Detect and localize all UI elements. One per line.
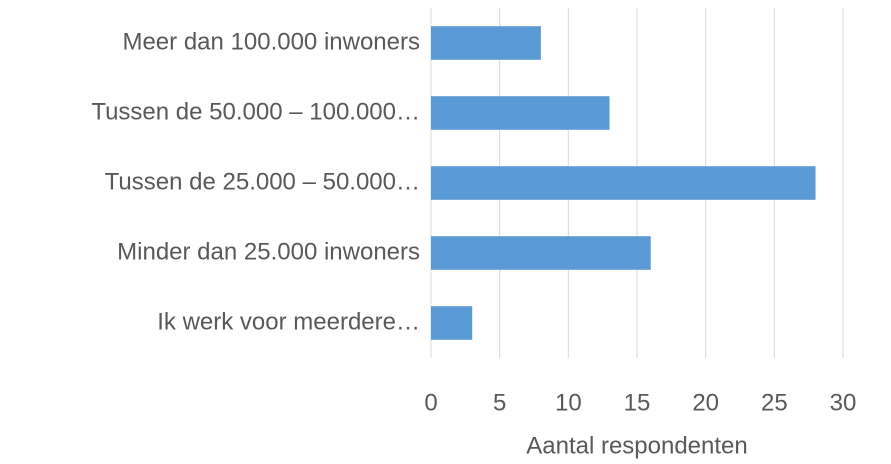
x-tick-label: 15 — [624, 389, 651, 416]
x-tick-label: 10 — [555, 389, 582, 416]
bar — [431, 96, 610, 130]
bar — [431, 236, 651, 270]
bar — [431, 306, 473, 340]
x-tick-label: 0 — [424, 389, 437, 416]
y-tick-label: Meer dan 100.000 inwoners — [122, 28, 420, 55]
x-tick-label: 30 — [830, 389, 857, 416]
x-tick-label: 20 — [692, 389, 719, 416]
x-tick-label: 25 — [761, 389, 788, 416]
x-tick-label: 5 — [493, 389, 506, 416]
x-axis-label: Aantal respondenten — [526, 432, 748, 459]
y-tick-label: Tussen de 25.000 – 50.000… — [105, 168, 420, 195]
bar — [431, 26, 541, 60]
bar — [431, 166, 816, 200]
y-tick-label: Minder dan 25.000 inwoners — [117, 238, 420, 265]
y-tick-label: Ik werk voor meerdere… — [157, 308, 420, 335]
y-tick-label: Tussen de 50.000 – 100.000… — [91, 98, 420, 125]
